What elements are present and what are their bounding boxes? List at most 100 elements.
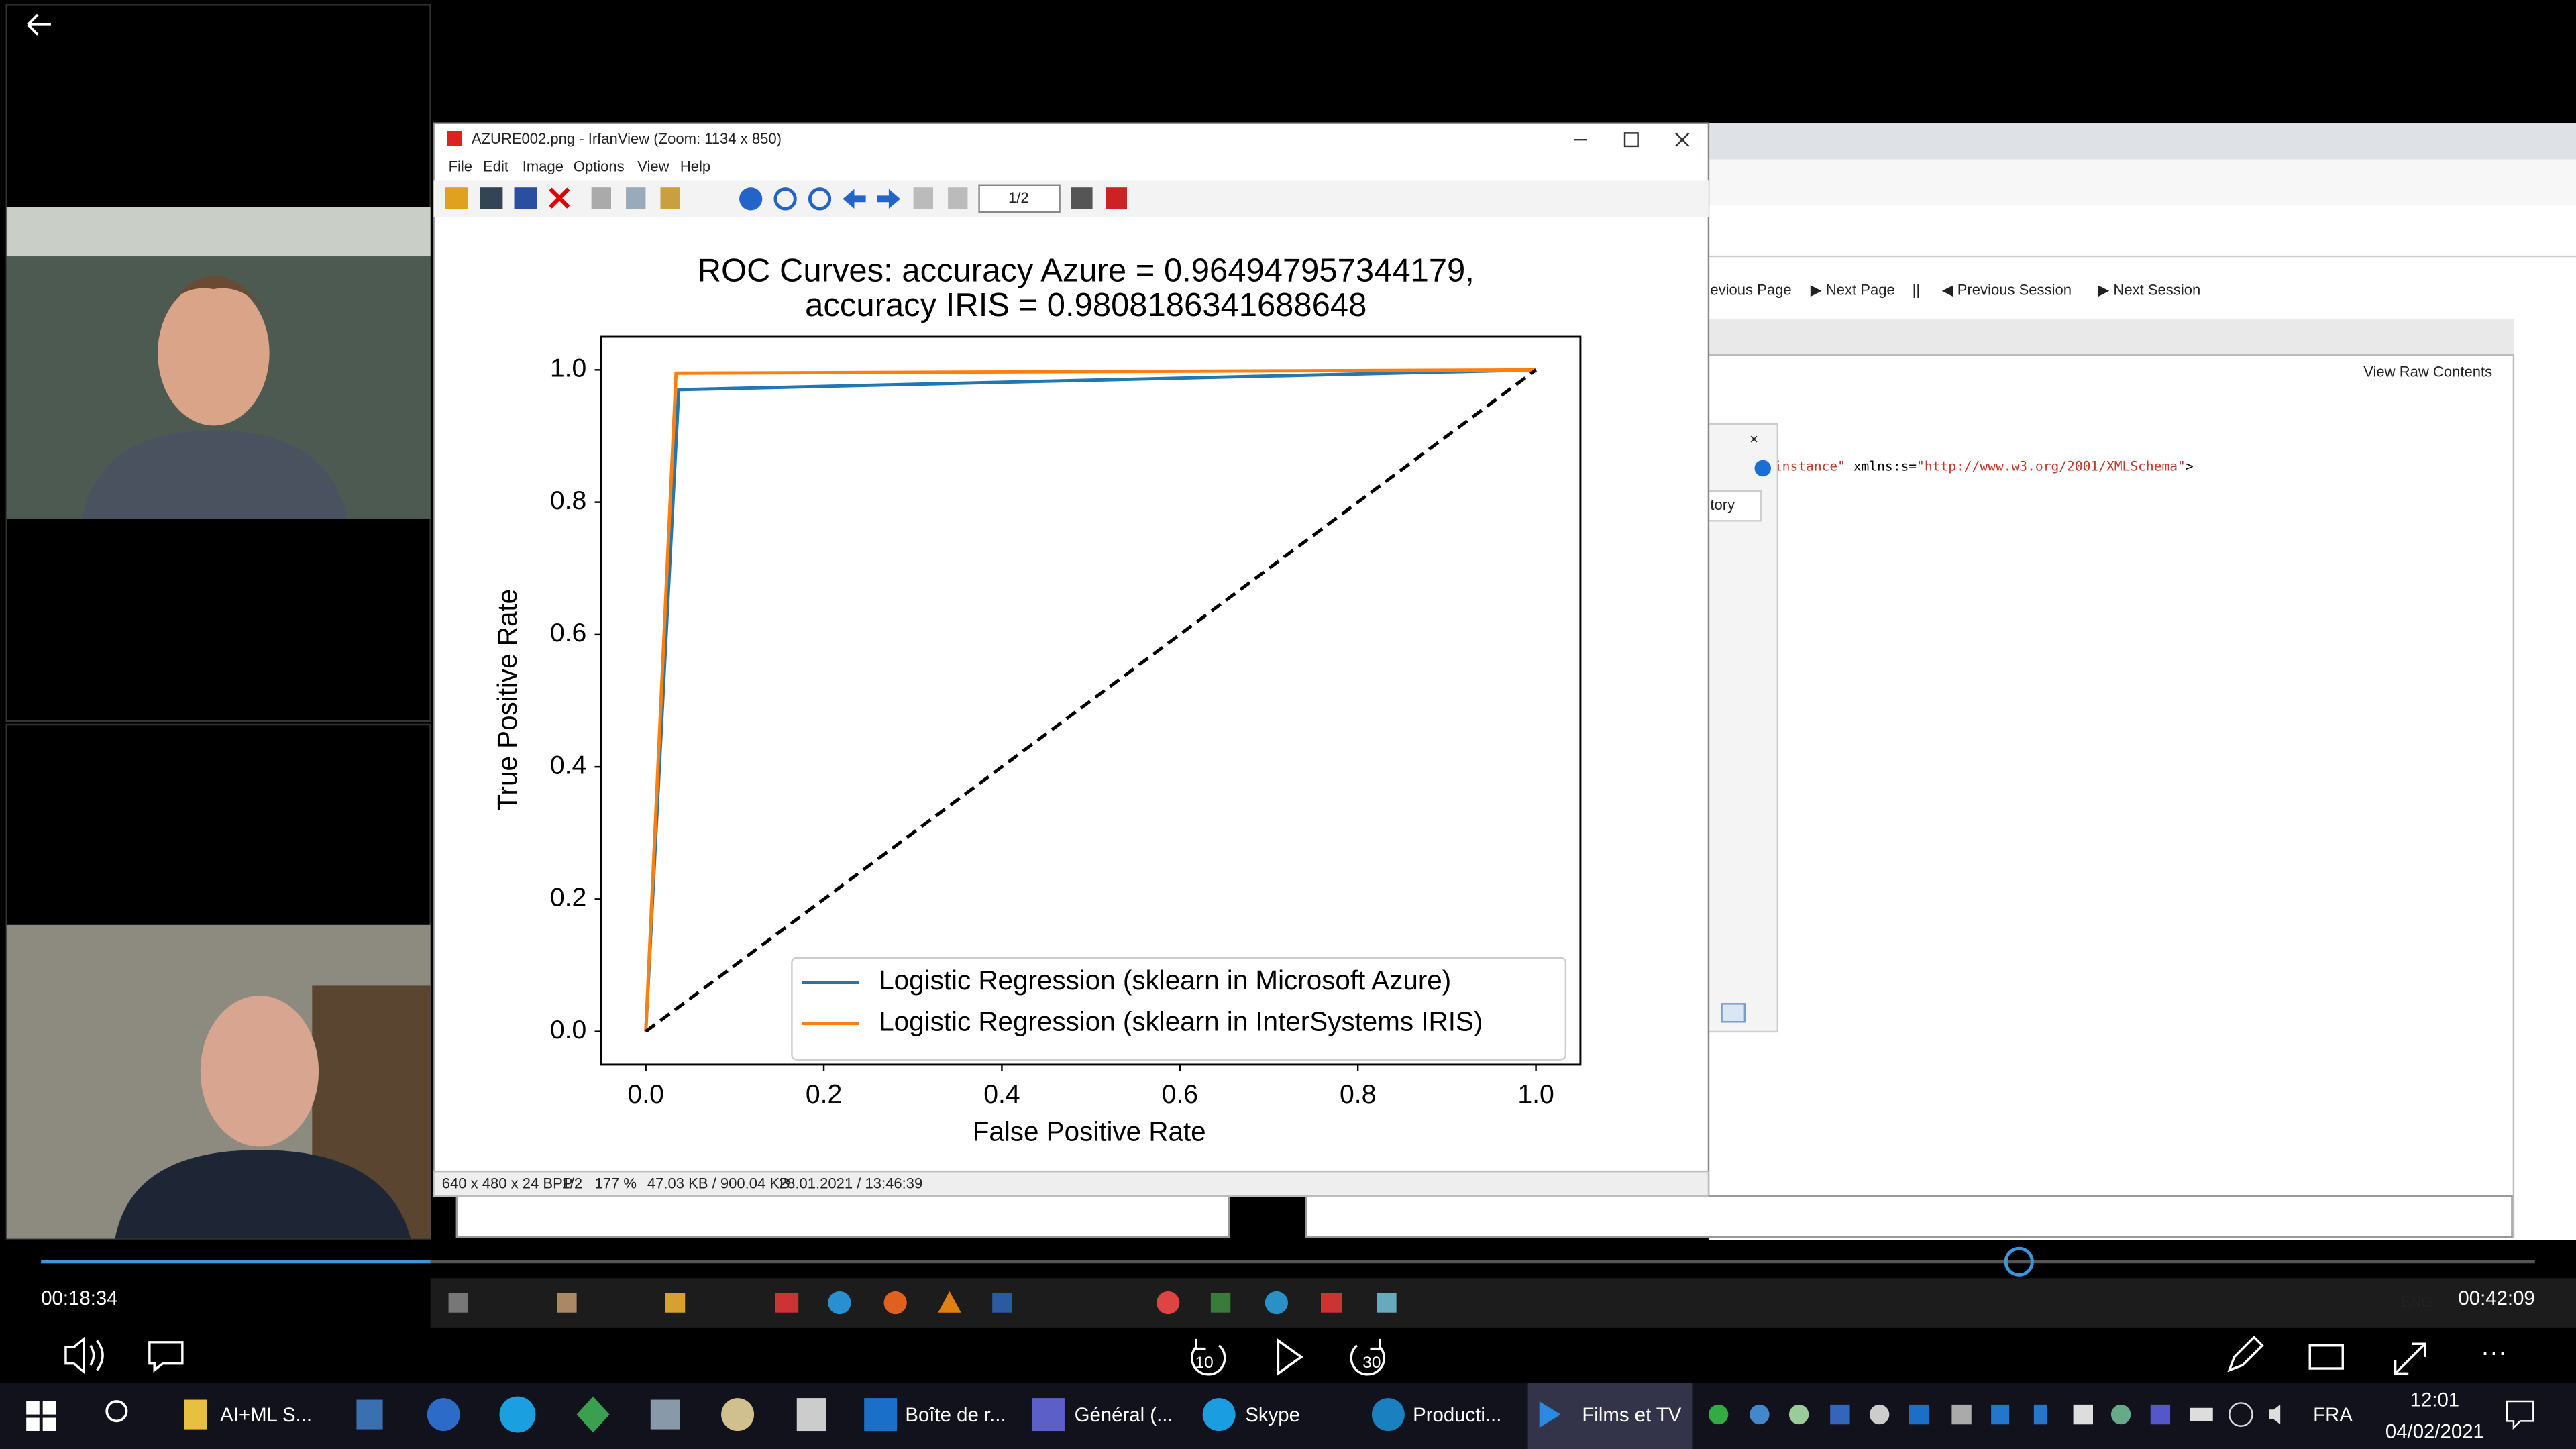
tool-icon[interactable] [808, 187, 832, 211]
notifications[interactable] [2506, 1400, 2534, 1430]
menu-item[interactable]: Help [680, 158, 710, 175]
app-icon[interactable] [1539, 1401, 1561, 1428]
dialog-icon[interactable] [1721, 1003, 1746, 1023]
taskbar-app[interactable]: Skype [1245, 1404, 1300, 1426]
clock-date[interactable]: 04/02/2021 [2385, 1420, 2484, 1442]
nav-link-text[interactable]: Next Session [2113, 281, 2200, 298]
fullscreen-button[interactable] [2394, 1342, 2426, 1375]
skip-back-button[interactable] [1191, 1338, 1226, 1376]
nav-link-text[interactable]: Next Page [1826, 281, 1895, 298]
tool-icon[interactable] [843, 189, 866, 209]
tray-icon[interactable] [1750, 1404, 1770, 1425]
volume-button[interactable] [64, 1336, 104, 1375]
dialog-close[interactable]: × [1750, 431, 1758, 447]
webcam-1-face [158, 280, 270, 426]
taskbar-icon [448, 1293, 468, 1313]
clock-time[interactable]: 12:01 [2410, 1389, 2460, 1411]
progress-thumb[interactable] [2004, 1246, 2034, 1277]
menu-item[interactable]: View [637, 158, 669, 175]
mini-view-button[interactable] [2308, 1344, 2344, 1370]
page-field[interactable] [978, 184, 1061, 213]
series-line [644, 368, 1536, 1032]
nav-link[interactable]: evious Page [1710, 281, 1791, 298]
app-icon[interactable] [650, 1399, 680, 1430]
tray-icon[interactable] [2110, 1404, 2131, 1425]
taskbar-icon [992, 1293, 1012, 1313]
tool-icon[interactable] [948, 187, 968, 209]
tool-icon[interactable] [549, 187, 570, 209]
taskbar-app[interactable]: AI+ML S... [220, 1404, 312, 1426]
tray-icon[interactable] [2150, 1404, 2171, 1425]
nav-link-text[interactable]: Previous Session [1957, 281, 2072, 298]
browser-window: evious Page ▶ Next Page || ◀ Previous Se… [455, 123, 2576, 1240]
tool-icon[interactable] [445, 187, 468, 209]
tray-icon[interactable] [2229, 1402, 2253, 1427]
app-icon[interactable] [1202, 1398, 1236, 1432]
tool-icon[interactable] [877, 189, 901, 209]
tool-icon[interactable] [773, 187, 797, 211]
tray-icon[interactable] [1909, 1404, 1929, 1425]
tray-icon[interactable] [2190, 1407, 2213, 1421]
start-button[interactable] [26, 1401, 56, 1432]
taskbar-app[interactable]: Général (... [1075, 1404, 1173, 1426]
tool-icon[interactable] [739, 187, 763, 211]
webcam-2-face [200, 996, 319, 1147]
pen-button[interactable] [2227, 1336, 2264, 1373]
play-button[interactable] [1277, 1338, 1303, 1376]
captions-button[interactable] [148, 1341, 184, 1373]
tool-icon[interactable] [660, 187, 680, 209]
tray-icon[interactable] [1869, 1404, 1890, 1425]
tool-icon[interactable] [913, 187, 934, 209]
y-tick-label: 0.6 [550, 619, 586, 647]
tool-icon[interactable] [1071, 187, 1093, 209]
tray-icon[interactable] [1788, 1404, 1809, 1425]
help-icon[interactable] [1754, 460, 1771, 477]
app-icon[interactable] [796, 1398, 826, 1432]
participants [5, 4, 431, 1240]
nav-link[interactable]: ▶ Next Page [1811, 281, 1895, 298]
app-icon[interactable] [499, 1396, 536, 1433]
app-icon[interactable] [721, 1398, 755, 1432]
xml-token: "http://www.w3.org/2001/XMLSchema" [1917, 458, 2186, 474]
tray-icon[interactable] [1830, 1404, 1850, 1425]
app-icon[interactable] [1031, 1398, 1065, 1432]
search-button[interactable] [105, 1400, 128, 1423]
tray-icon[interactable] [2073, 1404, 2093, 1425]
taskbar-app[interactable]: Films et TV [1582, 1404, 1681, 1426]
app-icon[interactable] [576, 1396, 610, 1433]
tool-icon[interactable] [514, 187, 537, 209]
tray-icon[interactable] [1991, 1404, 2010, 1425]
tool-icon[interactable] [1106, 187, 1127, 209]
back-button[interactable] [27, 13, 51, 36]
tray-icon[interactable] [2033, 1404, 2047, 1425]
skip-forward-button[interactable] [1350, 1338, 1385, 1376]
app-icon[interactable] [184, 1399, 207, 1430]
taskbar-app[interactable]: Boîte de r... [905, 1404, 1006, 1426]
menu-item[interactable]: File [449, 158, 473, 175]
status-bar [433, 1170, 1710, 1197]
skip-forward-label: 30 [1362, 1354, 1381, 1372]
input-language[interactable]: FRA [2313, 1404, 2353, 1426]
tray-icons[interactable] [1708, 1402, 2281, 1427]
more-button[interactable]: ··· [2481, 1338, 2507, 1366]
app-icon[interactable] [356, 1399, 383, 1430]
app-icon[interactable] [1371, 1398, 1405, 1432]
tool-icon[interactable] [591, 187, 612, 209]
window-controls[interactable] [1574, 132, 1690, 148]
tray-icon[interactable] [1708, 1404, 1729, 1425]
bottom-panel [455, 1195, 1230, 1238]
nav-link[interactable]: ◀ Previous Session [1942, 281, 2072, 298]
menu-item[interactable]: Image [523, 158, 564, 175]
tool-icon[interactable] [626, 187, 646, 209]
toolbar-icons[interactable] [445, 187, 1127, 211]
app-icon[interactable] [864, 1398, 898, 1432]
nav-link[interactable]: ▶ Next Session [2098, 281, 2200, 298]
menu-item[interactable]: Edit [483, 158, 508, 175]
app-icon[interactable] [427, 1398, 460, 1432]
tray-icon[interactable] [1951, 1404, 1972, 1425]
dialog-field[interactable] [1707, 490, 1762, 522]
menu-item[interactable]: Options [574, 158, 625, 175]
taskbar-app[interactable]: Producti... [1413, 1404, 1501, 1426]
view-raw-link[interactable]: View Raw Contents [2363, 364, 2492, 380]
tool-icon[interactable] [480, 187, 503, 209]
